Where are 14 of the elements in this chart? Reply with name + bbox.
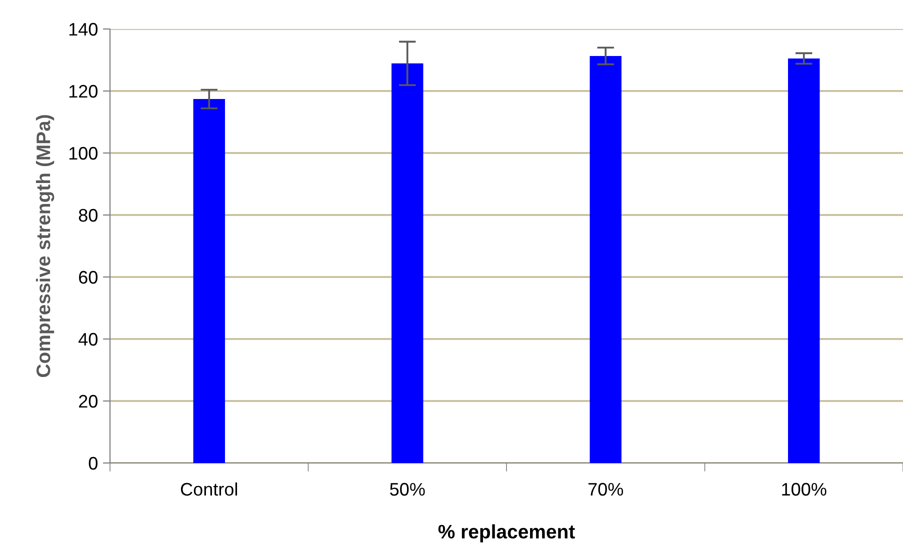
y-tick-label: 40 — [78, 332, 98, 346]
y-axis-title: Compressive strength (MPa) — [36, 115, 54, 378]
y-tick-label: 0 — [88, 456, 98, 470]
y-tick-label: 20 — [79, 394, 98, 408]
x-tick-label: Control — [180, 482, 238, 496]
y-tick-label: 80 — [78, 208, 98, 222]
x-tick-label: 50% — [390, 482, 425, 496]
y-tick-label: 120 — [69, 84, 98, 98]
x-axis-title: % replacement — [438, 524, 575, 542]
x-tick-label: 70% — [588, 482, 624, 496]
x-tick-label: 100% — [782, 482, 826, 496]
y-tick-label: 140 — [69, 22, 98, 36]
y-tick-label: 60 — [79, 270, 98, 284]
y-tick-label: 100 — [69, 146, 98, 160]
